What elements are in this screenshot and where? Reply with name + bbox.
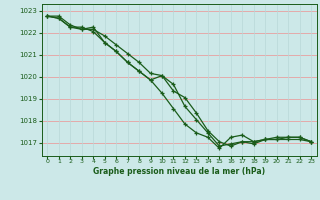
X-axis label: Graphe pression niveau de la mer (hPa): Graphe pression niveau de la mer (hPa)	[93, 167, 265, 176]
